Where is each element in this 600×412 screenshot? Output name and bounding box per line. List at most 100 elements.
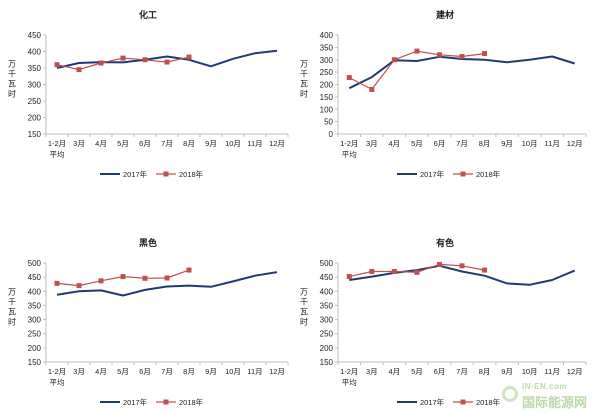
x-tick-label: 10月: [522, 139, 538, 148]
x-tick-label: 4月: [389, 367, 401, 376]
x-tick-label: 4月: [389, 139, 401, 148]
y-unit-label-char: 千: [300, 69, 308, 79]
x-tick-label: 11月: [247, 139, 262, 148]
x-tick-label: 9月: [205, 139, 217, 148]
watermark-url: IN-EN.com: [522, 382, 567, 391]
x-tick-label: 8月: [183, 139, 195, 148]
x-tick-label: 1-2月: [340, 367, 358, 376]
y-unit-label-char: 时: [8, 317, 16, 327]
y-unit-label-char: 万: [8, 288, 16, 297]
x-tick-label: 3月: [73, 139, 85, 148]
series-line-2017: [56, 271, 278, 297]
y-unit-label-char: 万: [8, 60, 16, 69]
y-tick-label: 400: [320, 31, 334, 40]
legend-marker-2018: [460, 399, 466, 405]
y-unit-label-char: 千: [8, 69, 16, 79]
y-tick-label: 300: [320, 316, 334, 325]
watermark-text: 国际能源网: [522, 395, 588, 410]
x-tick-label: 11月: [247, 367, 262, 376]
legend-label-2018: 2018年: [179, 169, 204, 179]
x-tick-label: 9月: [501, 367, 513, 376]
x-tick-label: 6月: [139, 139, 151, 148]
series-point-2018: [76, 67, 82, 73]
x-tick-sublabel: 平均: [50, 149, 65, 159]
series-point-2018: [120, 274, 126, 280]
x-tick-sublabel: 平均: [342, 377, 357, 387]
x-tick-label: 1-2月: [340, 139, 358, 148]
series-point-2018: [54, 62, 60, 68]
y-unit-label-char: 时: [300, 317, 308, 327]
x-tick-label: 10月: [225, 139, 241, 148]
x-tick-label: 4月: [95, 139, 107, 148]
x-tick-label: 12月: [567, 139, 583, 148]
series-point-2018: [98, 278, 104, 284]
legend-label-2018: 2018年: [476, 169, 501, 179]
x-tick-sublabel: 平均: [342, 149, 357, 159]
y-tick-label: 150: [320, 93, 334, 102]
y-tick-label: 500: [28, 259, 42, 268]
y-tick-label: 200: [320, 81, 334, 90]
y-tick-label: 400: [28, 287, 42, 296]
series-line-2017: [56, 49, 278, 69]
y-tick-label: 250: [28, 97, 42, 106]
legend-marker-2018: [163, 399, 169, 405]
x-tick-label: 5月: [117, 139, 129, 148]
y-tick-label: 350: [28, 64, 42, 73]
y-tick-label: 100: [320, 105, 334, 114]
x-tick-label: 9月: [205, 367, 217, 376]
x-tick-label: 12月: [269, 139, 285, 148]
watermark: IN-EN.com 国际能源网: [500, 382, 596, 410]
series-line-2017: [349, 264, 576, 286]
legend-label-2017: 2017年: [123, 397, 148, 407]
y-tick-label: 350: [28, 301, 42, 310]
x-tick-label: 1-2月: [48, 139, 66, 148]
series-point-2018: [459, 263, 465, 269]
legend-label-2017: 2017年: [420, 397, 445, 407]
y-tick-label: 450: [28, 273, 42, 282]
y-tick-label: 250: [320, 68, 334, 77]
series-point-2018: [186, 267, 192, 273]
legend-label-2018: 2018年: [179, 397, 204, 407]
watermark-logo-icon: [502, 386, 518, 402]
x-tick-label: 5月: [411, 367, 423, 376]
y-tick-label: 400: [28, 48, 42, 57]
series-point-2018: [482, 51, 488, 57]
y-tick-label: 250: [28, 330, 42, 339]
y-tick-label: 50: [324, 118, 333, 127]
y-tick-label: 250: [320, 330, 334, 339]
y-unit-label-char: 时: [8, 89, 16, 99]
series-point-2018: [54, 280, 60, 286]
series-point-2018: [98, 60, 104, 66]
legend-label-2017: 2017年: [123, 169, 148, 179]
series-line-2017: [348, 55, 575, 90]
series-point-2018: [164, 59, 170, 65]
series-point-2018: [369, 86, 375, 92]
chart-title: 建材: [436, 9, 454, 20]
series-point-2018: [369, 268, 375, 274]
y-unit-label-char: 千: [8, 297, 16, 307]
series-point-2018: [391, 57, 397, 63]
legend-marker-2018: [460, 171, 466, 177]
y-tick-label: 150: [28, 358, 42, 367]
chart-title: 有色: [436, 237, 454, 248]
y-tick-label: 300: [320, 56, 334, 65]
series-point-2018: [414, 269, 420, 275]
x-tick-label: 8月: [479, 367, 491, 376]
x-tick-sublabel: 平均: [50, 377, 65, 387]
y-unit-label-char: 千: [300, 297, 308, 307]
x-tick-label: 3月: [366, 367, 378, 376]
series-point-2018: [482, 267, 488, 273]
legend-marker-2018: [163, 171, 169, 177]
series-point-2018: [414, 48, 420, 54]
y-tick-label: 350: [320, 43, 334, 52]
y-unit-label-char: 瓦: [8, 308, 16, 317]
y-tick-label: 300: [28, 81, 42, 90]
series-point-2018: [346, 274, 352, 280]
x-tick-label: 8月: [479, 139, 491, 148]
x-tick-label: 6月: [434, 367, 446, 376]
series-point-2018: [142, 57, 148, 63]
x-tick-label: 10月: [225, 367, 241, 376]
